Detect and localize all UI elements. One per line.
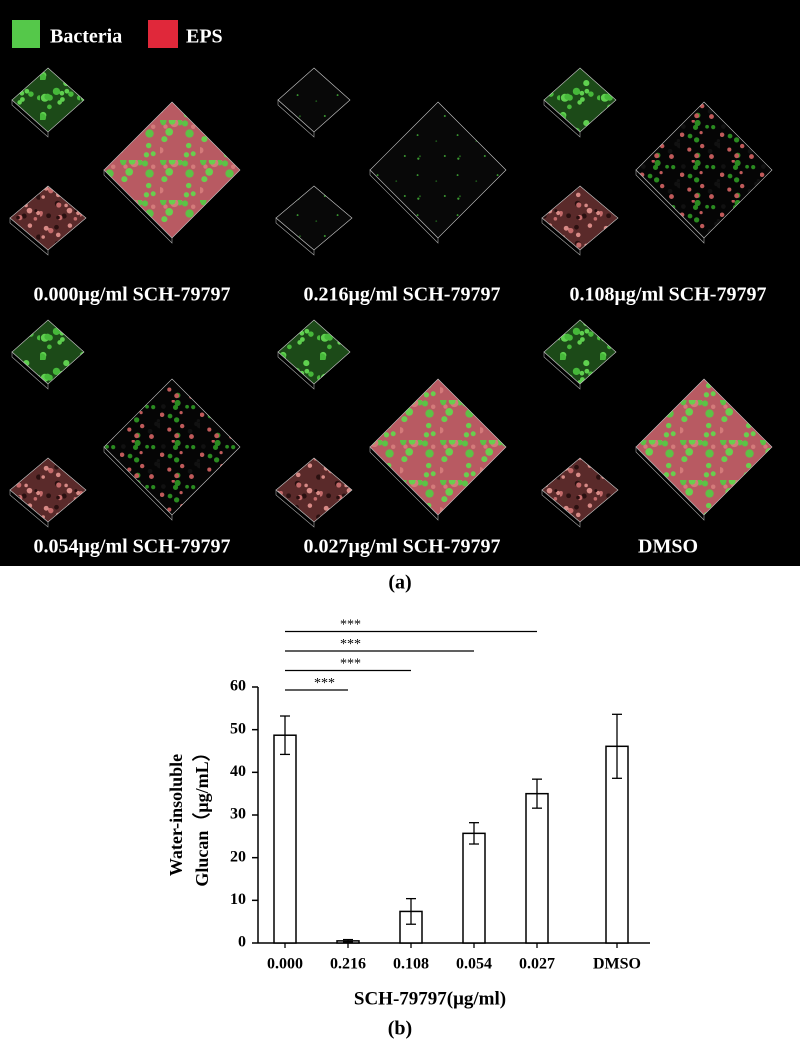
y-tick-label: 0 <box>238 934 246 951</box>
error-bar <box>532 778 542 809</box>
image-side <box>369 169 439 244</box>
bar-chart: 0 10 20 30 40 50 60 Water-insoluble Glucan（μg/mL… <box>166 618 650 973</box>
image-caption: 0.000μg/ml SCH-79797 <box>34 284 231 306</box>
image-side <box>275 489 315 528</box>
x-tick-label: 0.000 <box>267 956 303 973</box>
microscopy-cell <box>9 67 241 256</box>
y-tick-label: 30 <box>230 806 246 823</box>
significance-label: *** <box>340 637 361 652</box>
image-side <box>635 446 705 521</box>
error-bar <box>343 938 353 943</box>
error-bar <box>469 822 479 845</box>
error-bar <box>612 713 622 779</box>
image-side <box>277 351 315 390</box>
image-caption: 0.108μg/ml SCH-79797 <box>570 284 767 306</box>
image-side <box>103 446 173 521</box>
x-tick-label: 0.108 <box>393 956 429 973</box>
x-axis-label: SCH-79797(μg/ml) <box>354 988 506 1009</box>
significance-label: *** <box>340 657 361 672</box>
y-tick-label: 40 <box>230 763 246 780</box>
microscopy-cell <box>9 319 241 528</box>
image-side <box>543 99 581 138</box>
legend-swatch <box>12 20 40 48</box>
image-side <box>541 217 581 256</box>
error-bar <box>406 897 416 925</box>
microscopy-grid: 0.000μg/ml SCH-79797 0.216μg/ml SCH-79797… <box>9 67 773 558</box>
y-axis-label: Glucan（μg/mL） <box>192 743 212 886</box>
panel-label: (b) <box>388 1018 412 1040</box>
microscopy-cell <box>541 67 773 256</box>
bar <box>462 832 486 944</box>
panel-label: (a) <box>388 572 411 594</box>
image-side <box>635 169 705 244</box>
x-tick-label: 0.216 <box>330 956 366 973</box>
significance-label: *** <box>314 676 335 691</box>
image-side <box>543 351 581 390</box>
x-tick-label: 0.027 <box>519 956 555 973</box>
bar <box>273 734 297 944</box>
image-side <box>11 351 49 390</box>
x-tick-label: DMSO <box>593 956 641 973</box>
x-tick-label: 0.054 <box>456 956 492 973</box>
image-side <box>103 169 173 244</box>
microscopy-cell <box>275 67 507 256</box>
y-axis-label: Water-insoluble <box>166 754 186 876</box>
microscopy-cell <box>541 319 773 528</box>
significance-label: *** <box>340 618 361 633</box>
image-side <box>11 99 49 138</box>
microscopy-cell <box>275 319 507 528</box>
image-caption: 0.216μg/ml SCH-79797 <box>304 284 501 306</box>
image-side <box>9 217 49 256</box>
image-caption: 0.027μg/ml SCH-79797 <box>304 536 501 558</box>
image-caption: DMSO <box>638 536 698 558</box>
image-caption: 0.054μg/ml SCH-79797 <box>34 536 231 558</box>
y-tick-label: 20 <box>230 848 246 865</box>
legend-label: Bacteria <box>50 26 122 48</box>
image-side <box>369 446 439 521</box>
image-side <box>275 217 315 256</box>
image-side <box>277 99 315 138</box>
bar <box>525 792 549 944</box>
image-side <box>541 489 581 528</box>
y-tick-label: 60 <box>230 678 246 695</box>
legend-label: EPS <box>186 26 223 48</box>
y-tick-label: 50 <box>230 720 246 737</box>
image-side <box>9 489 49 528</box>
error-bar <box>280 715 290 756</box>
legend-swatch <box>148 20 178 48</box>
y-tick-label: 10 <box>230 891 246 908</box>
